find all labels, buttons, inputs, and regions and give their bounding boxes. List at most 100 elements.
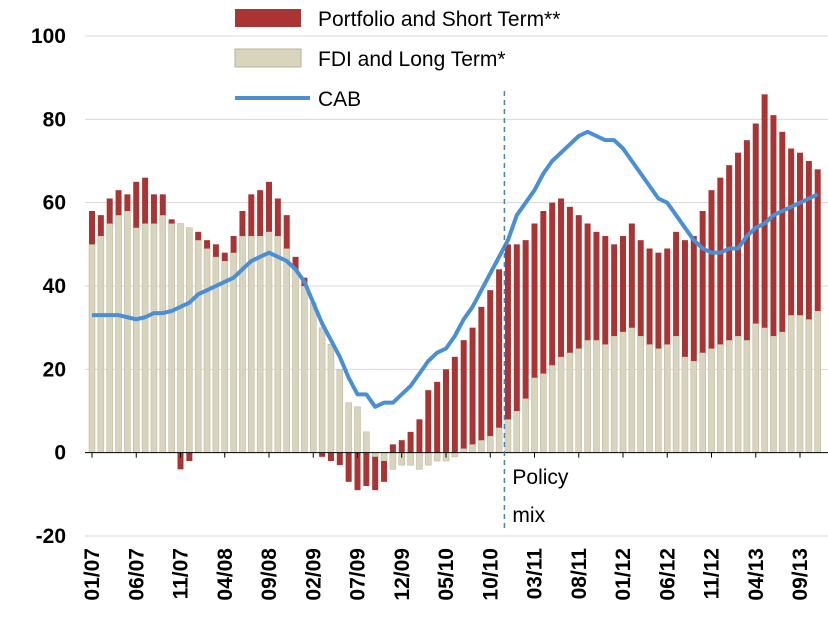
bar	[602, 236, 609, 345]
bar	[469, 444, 476, 453]
bar	[398, 440, 405, 453]
bar	[363, 452, 370, 486]
x-tick-label: 03/11	[524, 548, 547, 600]
bar	[655, 348, 662, 453]
bar	[416, 419, 423, 453]
bar	[141, 223, 149, 453]
bar	[690, 236, 697, 361]
bar	[611, 244, 618, 336]
bar	[690, 360, 698, 453]
x-tick-label: 06/07	[125, 548, 148, 601]
bar	[389, 444, 396, 453]
bar	[797, 152, 803, 316]
bar	[734, 335, 742, 453]
bar	[363, 431, 370, 453]
bar	[451, 356, 458, 453]
bar	[168, 219, 175, 224]
x-tick-label: 11/12	[701, 548, 724, 599]
bar	[204, 240, 211, 249]
legend-label: CAB	[318, 88, 361, 111]
bar	[451, 452, 459, 458]
bar	[513, 410, 521, 453]
bar	[637, 335, 644, 453]
bar	[558, 198, 565, 357]
bar	[283, 248, 290, 453]
bar	[717, 344, 724, 453]
x-tick-label: 07/09	[347, 548, 370, 601]
bar	[248, 235, 255, 453]
y-tick-label: 80	[43, 108, 66, 131]
bar	[593, 339, 600, 453]
y-tick-label: -20	[36, 525, 66, 548]
x-tick-label: 09/08	[258, 548, 281, 601]
bar	[389, 452, 397, 470]
bar	[381, 461, 388, 482]
bar	[593, 231, 600, 341]
bar	[699, 352, 706, 453]
bar	[115, 190, 122, 216]
bar	[513, 244, 520, 411]
bar	[221, 252, 228, 261]
y-tick-label: 0	[54, 442, 66, 465]
bar	[779, 131, 786, 332]
bar	[257, 190, 264, 236]
bar	[310, 302, 317, 453]
bar	[672, 335, 680, 453]
x-tick-label: 01/07	[81, 548, 104, 601]
bar	[673, 231, 680, 336]
bar	[433, 452, 441, 462]
bar	[336, 369, 344, 453]
legend-label: Portfolio and Short Term**	[318, 8, 560, 31]
bar	[752, 123, 759, 324]
legend-swatch	[235, 9, 301, 27]
bar	[265, 231, 273, 453]
bar	[416, 452, 423, 470]
bar	[814, 169, 821, 311]
bar	[159, 194, 166, 216]
bar	[142, 177, 149, 224]
annotation: Policy	[512, 466, 569, 489]
bar	[566, 352, 574, 453]
bar	[345, 452, 352, 482]
bar	[681, 356, 689, 453]
legend-swatch	[234, 48, 302, 68]
bar	[646, 344, 653, 453]
bar	[203, 248, 211, 453]
bar	[283, 215, 290, 249]
bar	[487, 290, 494, 436]
bar	[504, 244, 511, 420]
bar	[115, 214, 122, 453]
y-tick-label: 100	[31, 25, 66, 48]
x-tick-label: 11/07	[170, 548, 193, 599]
bar	[212, 244, 219, 257]
y-tick-label: 60	[43, 192, 66, 215]
x-tick-label: 04/08	[214, 548, 237, 601]
bar	[327, 344, 335, 453]
bar	[106, 198, 113, 224]
x-tick-label: 10/10	[479, 548, 502, 601]
bar	[531, 377, 538, 453]
bar	[549, 202, 556, 366]
bar	[584, 339, 591, 453]
bar	[610, 335, 618, 453]
bar	[779, 331, 786, 453]
bar	[531, 223, 538, 378]
bar	[478, 306, 485, 441]
x-tick-label: 06/12	[656, 548, 679, 601]
bar	[557, 356, 565, 453]
bar	[443, 369, 449, 453]
bar	[354, 452, 361, 491]
bar	[177, 452, 184, 470]
bar	[336, 452, 343, 466]
bar	[186, 452, 193, 461]
bar	[425, 452, 432, 466]
bar	[681, 240, 688, 357]
bar	[717, 177, 724, 345]
bar	[133, 227, 140, 453]
bar	[708, 348, 715, 453]
x-tick-label: 12/09	[391, 548, 414, 601]
bar	[230, 236, 237, 253]
x-tick-label: 08/11	[568, 548, 591, 600]
bar	[150, 223, 158, 453]
bar	[787, 314, 795, 453]
